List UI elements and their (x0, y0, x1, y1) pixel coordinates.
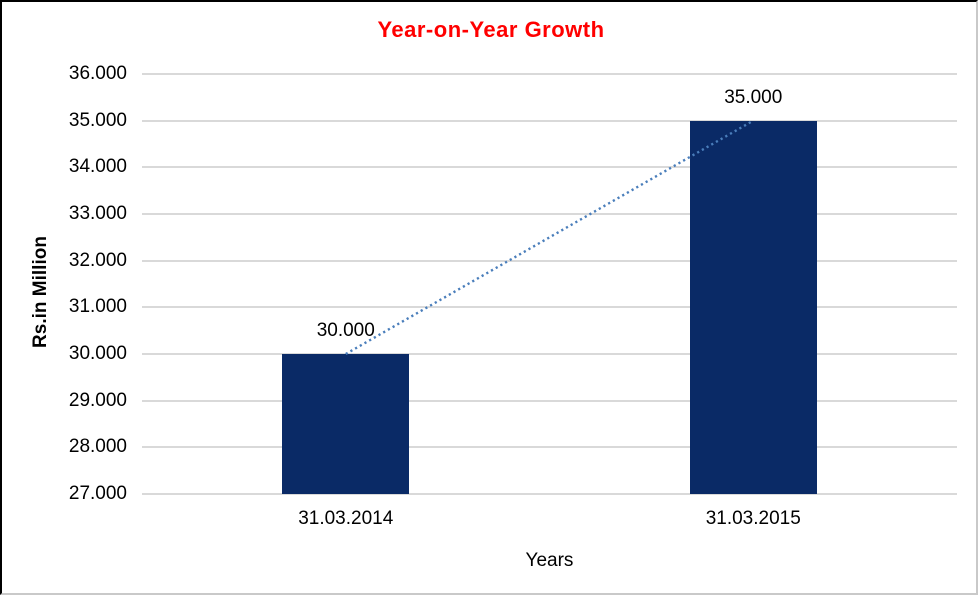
x-tick-label: 31.03.2014 (298, 508, 394, 529)
y-tick-label: 29.000 (68, 389, 127, 411)
y-tick-label: 27.000 (68, 483, 127, 504)
y-tick-label: 33.000 (68, 203, 127, 224)
gridline (142, 213, 957, 215)
gridline (142, 446, 957, 449)
gridline (142, 353, 957, 355)
y-tick-label: 36.000 (68, 63, 127, 84)
y-tick-label: 32.000 (68, 249, 127, 271)
bar-value-label: 35.000 (724, 86, 783, 108)
bar-value-label: 30.000 (316, 320, 375, 341)
chart-title: Year-on-Year Growth (377, 17, 605, 42)
gridline (142, 399, 957, 402)
gridline (142, 493, 957, 495)
x-tick-label: 31.03.2015 (705, 508, 801, 529)
y-tick-label: 28.000 (68, 436, 127, 458)
y-tick-label: 30.000 (68, 343, 127, 364)
gridline (142, 259, 957, 262)
y-tick-label: 35.000 (68, 109, 127, 131)
gridline (142, 306, 957, 309)
gridline (142, 166, 957, 169)
y-tick-label: 34.000 (68, 156, 127, 178)
bar-31.03.2015 (689, 120, 817, 494)
gridline (142, 73, 957, 75)
y-tick-label: 31.000 (68, 296, 127, 318)
x-axis-title: Years (525, 550, 574, 571)
bar-31.03.2014 (282, 354, 410, 494)
gridline (142, 119, 957, 122)
